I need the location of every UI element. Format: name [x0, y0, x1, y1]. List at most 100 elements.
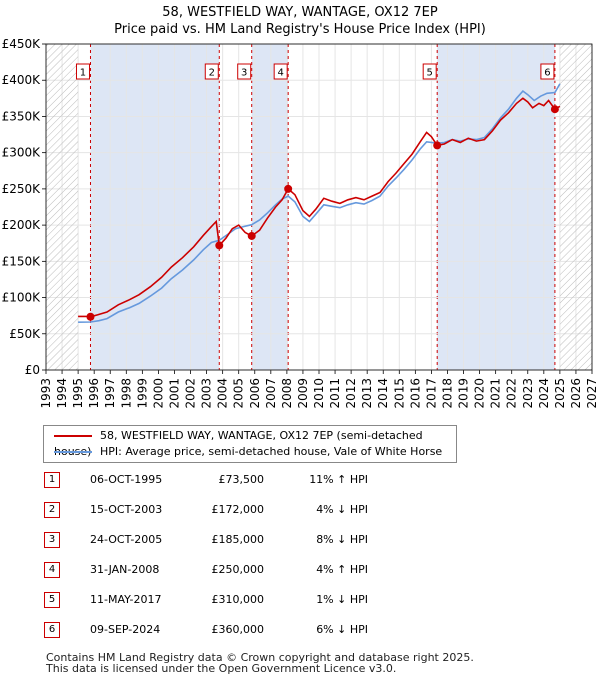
sale-flag-label: 4	[277, 68, 283, 79]
no-data-hatch-left	[46, 44, 79, 370]
x-tick-label: 2012	[344, 378, 358, 409]
x-tick-label: 1993	[39, 378, 53, 409]
y-tick-label: £50K	[9, 327, 41, 341]
x-tick-label: 2025	[553, 378, 567, 409]
x-tick-label: 2008	[280, 378, 294, 409]
sale-hpi-change: 4% ↑ HPI	[316, 563, 368, 576]
sale-number: 4	[44, 562, 60, 578]
sale-price: £172,000	[211, 503, 265, 516]
sale-price: £73,500	[218, 473, 265, 486]
sale-point	[433, 141, 442, 150]
sale-date: 09-SEP-2024	[90, 623, 161, 636]
x-tick-label: 2011	[328, 378, 342, 409]
y-tick-label: £350K	[2, 109, 42, 123]
legend: 58, WESTFIELD WAY, WANTAGE, OX12 7EP (se…	[43, 425, 457, 463]
no-data-hatch-right	[559, 44, 592, 370]
x-tick-label: 2017	[424, 378, 438, 409]
title-address: 58, WESTFIELD WAY, WANTAGE, OX12 7EP	[162, 5, 438, 20]
hpi-line	[78, 83, 561, 323]
price-chart: 1993 1994 1995 1996 1997 1998 1999 2000 2001 2002…	[2, 37, 599, 409]
sale-date: 24-OCT-2005	[90, 533, 163, 546]
y-tick-label: £450K	[2, 37, 42, 51]
sale-point	[284, 184, 293, 193]
x-tick-label: 1998	[119, 378, 133, 409]
x-tick-label: 1999	[135, 378, 149, 409]
sale-hpi-change: 1% ↓ HPI	[316, 593, 368, 606]
sale-point	[247, 231, 256, 240]
x-tick-label: 1996	[87, 378, 101, 409]
sale-hpi-change: 4% ↓ HPI	[316, 503, 368, 516]
sale-price: £185,000	[211, 533, 265, 546]
legend-label-hpi: HPI: Average price, semi-detached house,…	[100, 445, 443, 458]
sale-point	[215, 241, 224, 250]
footer: Contains HM Land Registry data © Crown c…	[46, 652, 474, 674]
title-subtitle: Price paid vs. HM Land Registry's House …	[114, 22, 486, 37]
footer-copyright: Contains HM Land Registry data © Crown c…	[46, 651, 474, 664]
x-tick-label: 2015	[392, 378, 406, 409]
y-tick-label: £0	[25, 363, 40, 377]
property-line	[78, 97, 561, 318]
x-tick-label: 2006	[248, 378, 262, 409]
x-tick-label: 2004	[216, 378, 230, 409]
shaded-band	[251, 44, 289, 370]
x-tick-label: 2000	[151, 378, 165, 409]
sale-number: 2	[44, 502, 60, 518]
x-tick-label: 1995	[71, 378, 85, 409]
y-tick-label: £300K	[2, 146, 42, 160]
x-tick-label: 2016	[408, 378, 422, 409]
sale-number: 3	[44, 532, 60, 548]
y-tick-label: £100K	[2, 291, 42, 305]
x-tick-label: 2020	[473, 378, 487, 409]
sale-row: 5 11-MAY-2017 £310,000 1% ↓ HPI	[0, 590, 600, 610]
x-tick-label: 2002	[184, 378, 198, 409]
plot-frame	[45, 43, 593, 371]
sale-flag-label: 5	[427, 68, 433, 79]
sale-price: £310,000	[211, 593, 265, 606]
sale-date: 11-MAY-2017	[90, 593, 162, 606]
x-tick-label: 2018	[440, 378, 454, 409]
x-tick-label: 2023	[521, 378, 535, 409]
x-tick-label: 2026	[569, 378, 583, 409]
sale-flag-label: 1	[80, 68, 86, 79]
sale-row: 2 15-OCT-2003 £172,000 4% ↓ HPI	[0, 500, 600, 520]
x-tick-label: 2013	[360, 378, 374, 409]
sale-point	[86, 312, 95, 321]
x-tick-label: 2019	[457, 378, 471, 409]
x-tick-label: 2003	[200, 378, 214, 409]
x-tick-label: 2022	[505, 378, 519, 409]
x-tick-label: 2021	[489, 378, 503, 409]
sale-row: 4 31-JAN-2008 £250,000 4% ↑ HPI	[0, 560, 600, 580]
sale-price: £360,000	[211, 623, 265, 636]
x-tick-label: 2007	[264, 378, 278, 409]
sale-price: £250,000	[211, 563, 265, 576]
x-tick-label: 2001	[167, 378, 181, 409]
sale-number: 1	[44, 472, 60, 488]
sale-flag-box	[75, 63, 90, 80]
sale-flag-box	[422, 63, 437, 80]
x-tick-label: 2005	[232, 378, 246, 409]
sale-flag-box	[237, 63, 252, 80]
x-tick-label: 2027	[585, 378, 599, 409]
footer-licence: This data is licensed under the Open Gov…	[46, 662, 397, 675]
sale-date: 15-OCT-2003	[90, 503, 163, 516]
sale-flag-box	[540, 63, 555, 80]
x-tick-label: 2010	[312, 378, 326, 409]
sale-hpi-change: 11% ↑ HPI	[309, 473, 368, 486]
sale-flag-label: 3	[241, 68, 247, 79]
sale-date: 06-OCT-1995	[90, 473, 163, 486]
sale-number: 5	[44, 592, 60, 608]
legend-item-hpi: HPI: Average price, semi-detached house,…	[54, 444, 442, 460]
x-tick-label: 2009	[296, 378, 310, 409]
legend-swatch-hpi	[54, 451, 92, 453]
sale-flag-box	[204, 63, 219, 80]
sale-hpi-change: 8% ↓ HPI	[316, 533, 368, 546]
sale-hpi-change: 6% ↓ HPI	[316, 623, 368, 636]
x-tick-label: 2014	[376, 378, 390, 409]
y-tick-label: £250K	[2, 182, 42, 196]
y-tick-label: £150K	[2, 254, 42, 268]
y-tick-label: £400K	[2, 73, 42, 87]
sale-number: 6	[44, 622, 60, 638]
sale-row: 3 24-OCT-2005 £185,000 8% ↓ HPI	[0, 530, 600, 550]
sale-flag-label: 6	[544, 68, 550, 79]
sale-row: 1 06-OCT-1995 £73,500 11% ↑ HPI	[0, 470, 600, 490]
